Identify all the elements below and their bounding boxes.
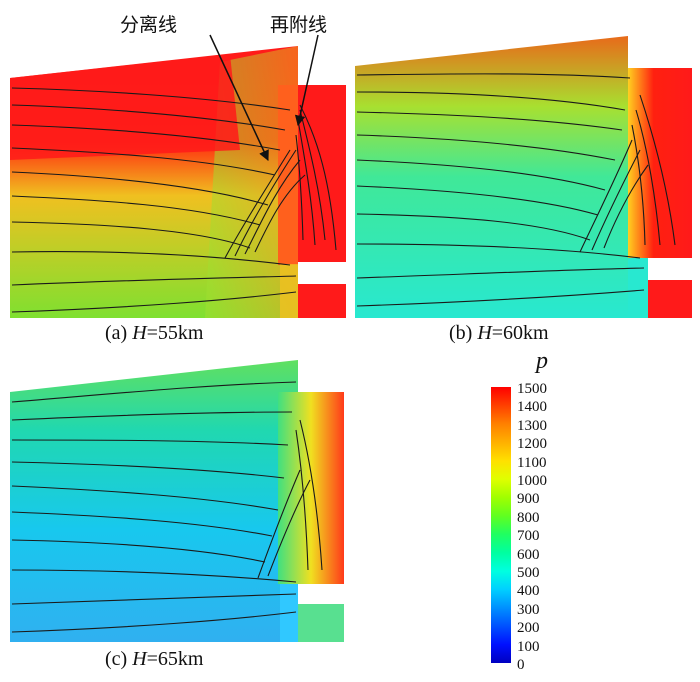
colorbar-tick-label: 800 — [517, 509, 540, 526]
colorbar-tick-label: 0 — [517, 657, 525, 673]
panel-a-field — [10, 46, 348, 318]
colorbar-tick-label: 1200 — [517, 436, 547, 453]
colorbar-tick-label: 1300 — [517, 417, 547, 434]
colorbar-tick-label: 1400 — [517, 399, 547, 416]
caption-c: (c) H=65km — [105, 648, 204, 670]
colorbar-tick-label: 500 — [517, 565, 540, 581]
reattachment-arrow — [294, 34, 319, 127]
colorbar-tick-label: 700 — [517, 528, 540, 545]
panel-b-field — [355, 36, 692, 318]
separation-line-label: 分离线 — [120, 14, 178, 36]
colorbar-tick-label: 1100 — [517, 454, 547, 471]
colorbar-tick-label: 600 — [517, 546, 540, 563]
colorbar-tick-label: 1000 — [517, 473, 547, 489]
colorbar — [491, 387, 511, 663]
colorbar-tick-label: 400 — [517, 583, 540, 600]
panel-c-field — [10, 360, 344, 642]
colorbar-tick-label: 1500 — [517, 381, 547, 397]
colorbar-title: p — [536, 348, 548, 374]
colorbar-tick-label: 200 — [517, 620, 540, 637]
caption-b: (b) H=60km — [449, 322, 549, 344]
colorbar-tick-label: 900 — [517, 491, 540, 508]
reattachment-line-label: 再附线 — [270, 14, 328, 36]
colorbar-tick-label: 100 — [517, 638, 540, 655]
colorbar-tick-label: 300 — [517, 601, 540, 618]
caption-a: (a) H=55km — [105, 322, 204, 344]
separation-arrow — [209, 34, 269, 161]
